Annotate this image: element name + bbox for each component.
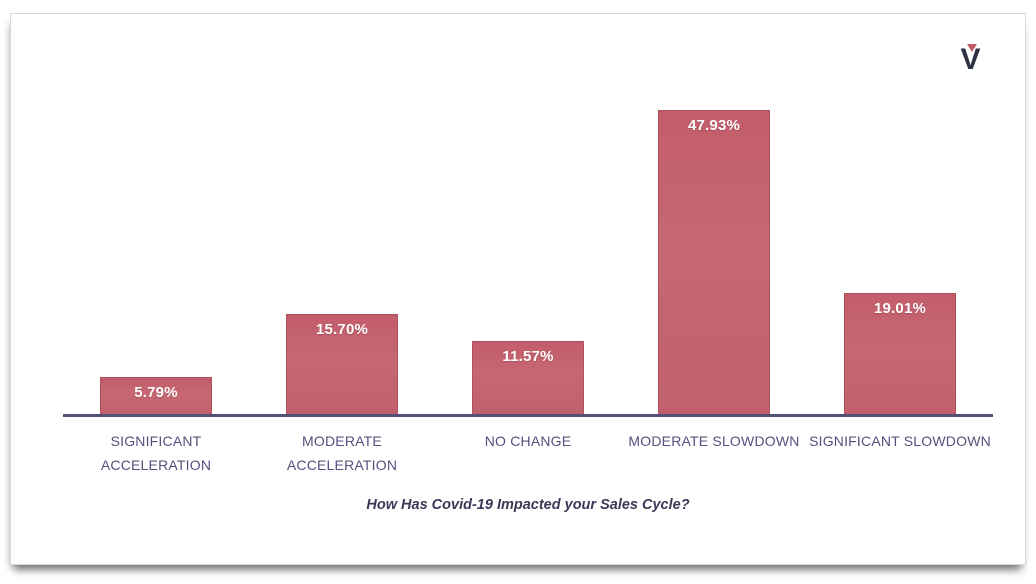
bar-column: 19.01% xyxy=(807,84,993,414)
bars-row: 5.79% 15.70% 11.57% 47.93% 19.01% xyxy=(63,84,993,414)
chart-card: V 5.79% 15.70% 11.57% 47.93% 19.01% SIGNIFIC… xyxy=(10,13,1026,565)
vendor-logo: V xyxy=(953,43,987,77)
bar: 15.70% xyxy=(286,314,398,414)
bar: 5.79% xyxy=(100,377,212,414)
bar-column: 11.57% xyxy=(435,84,621,414)
chart-title: How Has Covid-19 Impacted your Sales Cyc… xyxy=(366,497,690,513)
bar: 11.57% xyxy=(472,340,584,414)
x-axis-line xyxy=(63,414,993,417)
logo-triangle-icon xyxy=(967,44,978,52)
x-axis-label: MODERATE ACCELERATION xyxy=(286,433,398,473)
x-axis-labels: SIGNIFICANT ACCELERATION MODERATE ACCELER… xyxy=(63,429,993,477)
x-axis-label: SIGNIFICANT ACCELERATION xyxy=(100,433,212,473)
bar-value-label: 47.93% xyxy=(687,116,741,134)
x-axis-label: NO CHANGE xyxy=(484,433,572,449)
x-axis-label: SIGNIFICANT SLOWDOWN xyxy=(809,433,991,449)
bar: 19.01% xyxy=(844,293,956,414)
bar-column: 47.93% xyxy=(621,84,807,414)
bar-value-label: 5.79% xyxy=(134,384,178,402)
bar-value-label: 15.70% xyxy=(315,321,369,339)
bar-value-label: 11.57% xyxy=(502,347,554,365)
bar-column: 15.70% xyxy=(249,84,435,414)
bar-chart: 5.79% 15.70% 11.57% 47.93% 19.01% SIGNIFICAN… xyxy=(63,14,993,564)
logo-v-glyph: V xyxy=(960,43,980,76)
plot-area: 5.79% 15.70% 11.57% 47.93% 19.01% xyxy=(63,84,993,414)
bar-value-label: 19.01% xyxy=(873,300,927,318)
x-axis-label: MODERATE SLOWDOWN xyxy=(628,433,800,449)
bar-column: 5.79% xyxy=(63,84,249,414)
bar: 47.93% xyxy=(658,109,770,414)
